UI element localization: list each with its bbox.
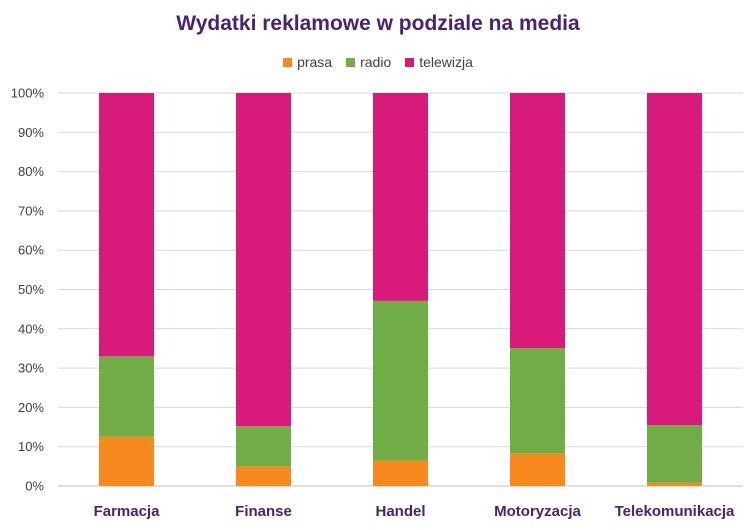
bar-prasa-telekomunikacja (647, 482, 702, 486)
y-tick-label: 90% (18, 125, 44, 140)
y-axis: 0% 10% 20% 30% 40% 50% 60% 70% 80% 90% 100% (11, 86, 45, 494)
legend-swatch-prasa (283, 57, 293, 67)
bar-radio-handel (373, 300, 428, 461)
x-tick-label: Telekomunikacja (615, 503, 735, 520)
legend-item-telewizja: telewizja (405, 54, 473, 70)
x-axis: Farmacja Finanse Handel Motoryzacja Telekomu… (94, 503, 735, 520)
legend-label-prasa: prasa (297, 54, 333, 70)
bar-prasa-farmacja (99, 436, 154, 486)
y-tick-label: 100% (11, 86, 45, 101)
y-tick-label: 60% (18, 243, 44, 258)
bar-radio-telekomunikacja (647, 425, 702, 483)
y-tick-label: 40% (18, 321, 44, 336)
chart-title: Wydatki reklamowe w podziale na media (176, 12, 580, 35)
bar-telewizja-handel (373, 93, 428, 301)
bar-radio-farmacja (99, 356, 154, 437)
bar-prasa-motoryzacja (510, 453, 565, 486)
legend-swatch-radio (346, 57, 356, 67)
y-tick-label: 0% (25, 479, 44, 494)
legend-label-telewizja: telewizja (419, 54, 473, 70)
x-tick-label: Farmacja (94, 503, 161, 520)
bar-telewizja-telekomunikacja (647, 93, 702, 426)
bar-telewizja-motoryzacja (510, 93, 565, 349)
bar-telewizja-farmacja (99, 93, 154, 357)
bars (99, 93, 702, 486)
y-tick-label: 30% (18, 361, 44, 376)
bar-radio-finanse (236, 426, 291, 467)
bar-telewizja-finanse (236, 93, 291, 427)
x-tick-label: Motoryzacja (494, 503, 581, 520)
x-tick-label: Finanse (235, 503, 292, 520)
y-tick-label: 20% (18, 400, 44, 415)
x-tick-label: Handel (375, 503, 425, 520)
y-tick-label: 50% (18, 282, 44, 297)
bar-prasa-handel (373, 460, 428, 486)
y-tick-label: 70% (18, 203, 44, 218)
legend-label-radio: radio (360, 54, 392, 70)
legend-item-prasa: prasa (283, 54, 332, 70)
legend: prasa radio telewizja (0, 54, 756, 70)
bar-radio-motoryzacja (510, 348, 565, 454)
y-tick-label: 80% (18, 164, 44, 179)
y-tick-label: 10% (18, 439, 44, 454)
legend-swatch-telewizja (405, 57, 415, 67)
bar-prasa-finanse (236, 466, 291, 486)
legend-item-radio: radio (346, 54, 391, 70)
